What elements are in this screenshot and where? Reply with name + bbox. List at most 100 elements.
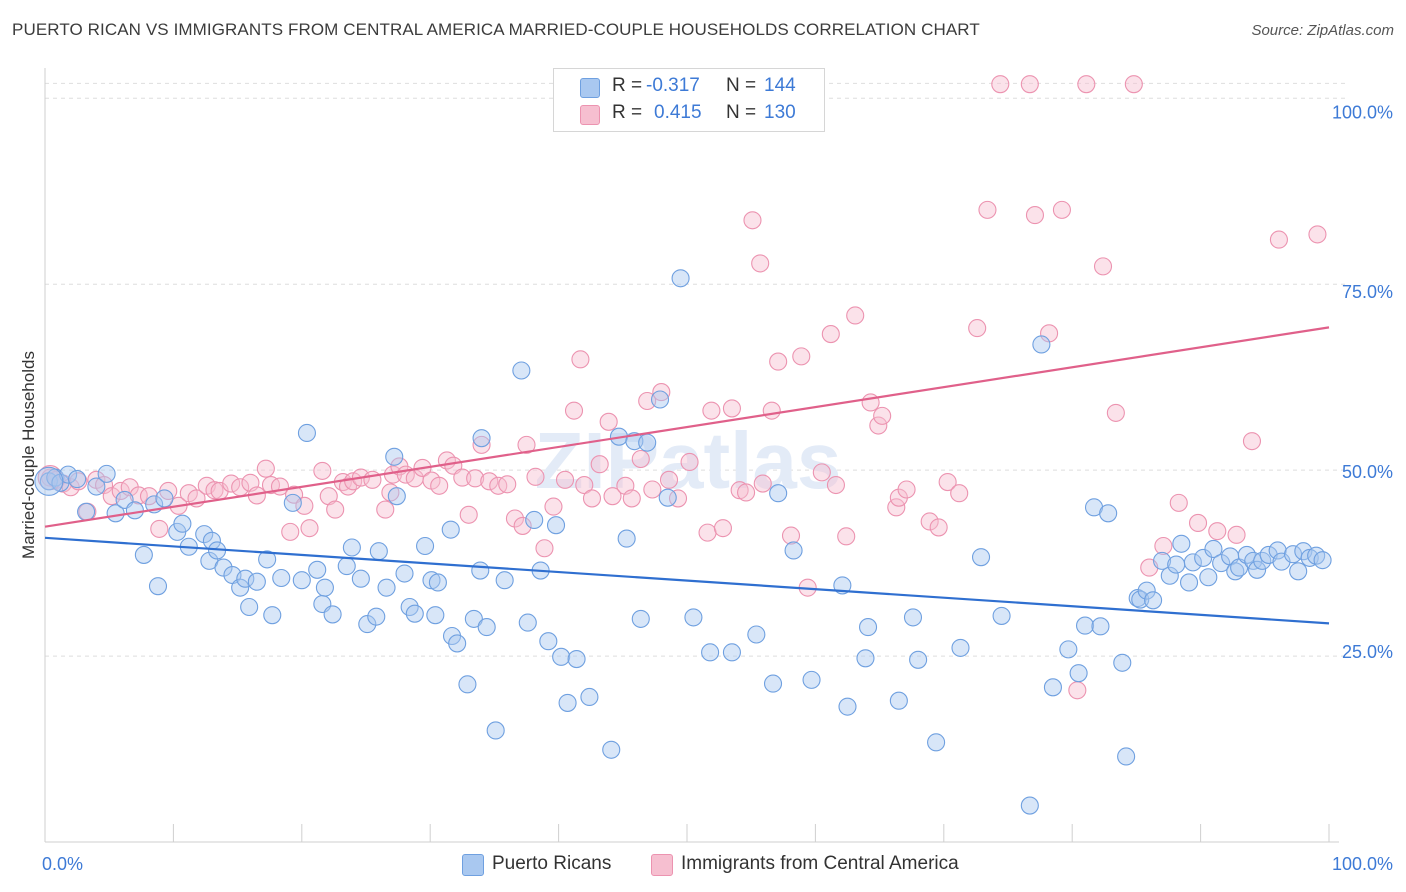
data-point — [555, 470, 575, 489]
data-point — [367, 607, 386, 626]
data-point — [1269, 230, 1288, 249]
data-point — [1153, 551, 1172, 570]
data-point — [1068, 681, 1087, 700]
data-point — [659, 470, 679, 489]
y-tick-label: 50.0% — [1342, 462, 1393, 482]
data-point — [173, 514, 192, 533]
data-point — [430, 476, 449, 495]
data-point — [909, 650, 928, 669]
watermark: ZIPatlas — [535, 416, 842, 505]
data-point — [471, 561, 490, 580]
data-point — [1093, 257, 1113, 276]
data-point — [222, 474, 241, 493]
data-point — [351, 569, 370, 588]
y-axis-title: Married-couple Households — [19, 351, 38, 559]
data-point — [1059, 640, 1078, 659]
trend-lines — [44, 326, 1330, 625]
data-point — [671, 269, 690, 288]
data-point — [743, 211, 762, 230]
data-point — [495, 571, 514, 590]
data-point — [1242, 432, 1262, 451]
data-point — [1069, 664, 1088, 683]
data-point — [472, 429, 491, 448]
data-point — [323, 605, 342, 624]
data-point — [784, 541, 803, 560]
data-point — [517, 435, 536, 454]
data-point — [1268, 541, 1287, 560]
data-point — [358, 615, 377, 634]
data-point — [1227, 525, 1246, 544]
data-point — [869, 416, 888, 435]
series-puerto-ricans — [34, 269, 1332, 815]
data-point — [769, 484, 788, 503]
legend-n-label: N = — [726, 75, 757, 96]
data-point — [1099, 504, 1118, 523]
data-point — [903, 608, 923, 627]
data-point — [638, 433, 657, 452]
data-point — [1077, 75, 1096, 94]
source-label: Source: ZipAtlas.com — [1251, 22, 1394, 39]
bottom-legend-label: Puerto Ricans — [492, 853, 612, 874]
data-point — [1032, 335, 1051, 354]
data-point — [1172, 534, 1191, 553]
data-point — [658, 488, 677, 507]
data-point — [643, 480, 662, 499]
chart-title: PUERTO RICAN VS IMMIGRANTS FROM CENTRAL … — [12, 20, 980, 39]
data-point — [846, 306, 865, 325]
data-point — [129, 486, 148, 505]
data-point — [856, 649, 875, 668]
data-point — [240, 597, 259, 617]
data-point — [1204, 539, 1223, 559]
data-point — [1179, 573, 1199, 592]
data-point — [1144, 591, 1163, 610]
data-point — [498, 475, 517, 494]
data-point — [426, 606, 445, 625]
data-point — [1075, 616, 1095, 635]
bottom-legend-label: Immigrants from Central America — [681, 853, 959, 874]
data-point — [512, 361, 531, 380]
data-point — [602, 740, 621, 759]
data-point — [77, 502, 96, 521]
data-point — [134, 545, 153, 564]
data-point — [466, 469, 485, 488]
data-point — [897, 480, 916, 499]
data-point — [518, 613, 537, 632]
tick-labels: 25.0% 50.0% 75.0% 100.0% 0.0% 100.0% — [42, 102, 1393, 874]
data-point — [1124, 75, 1143, 94]
data-point — [684, 608, 703, 627]
data-point — [1020, 796, 1039, 815]
legend-n-label: N = — [726, 102, 757, 123]
data-point — [231, 578, 250, 597]
data-point — [263, 606, 282, 625]
data-point — [315, 578, 334, 597]
y-tick-label: 25.0% — [1342, 642, 1393, 662]
data-point — [698, 523, 717, 542]
data-point — [927, 733, 946, 752]
data-point — [111, 481, 130, 501]
data-point — [155, 489, 174, 508]
data-point — [544, 497, 563, 516]
data-point — [464, 609, 483, 628]
x-tick-label: 100.0% — [1332, 854, 1393, 874]
data-point — [261, 475, 281, 495]
data-point — [590, 455, 609, 474]
y-tick-label: 75.0% — [1342, 282, 1393, 302]
data-point — [873, 406, 892, 425]
data-point — [968, 319, 987, 338]
data-point — [300, 519, 319, 538]
data-point — [713, 519, 733, 538]
data-point — [571, 350, 590, 369]
series-immigrants-central-america — [37, 75, 1327, 700]
data-point — [769, 352, 788, 371]
data-point — [214, 558, 233, 577]
data-point-large — [34, 466, 64, 496]
data-point — [622, 489, 641, 508]
data-point — [737, 483, 756, 502]
data-point — [652, 383, 671, 402]
data-point — [631, 609, 650, 628]
y-tick-label: 100.0% — [1332, 102, 1393, 122]
data-point — [150, 519, 169, 538]
data-point — [567, 650, 586, 669]
data-point — [428, 573, 447, 592]
data-point — [1025, 206, 1045, 225]
